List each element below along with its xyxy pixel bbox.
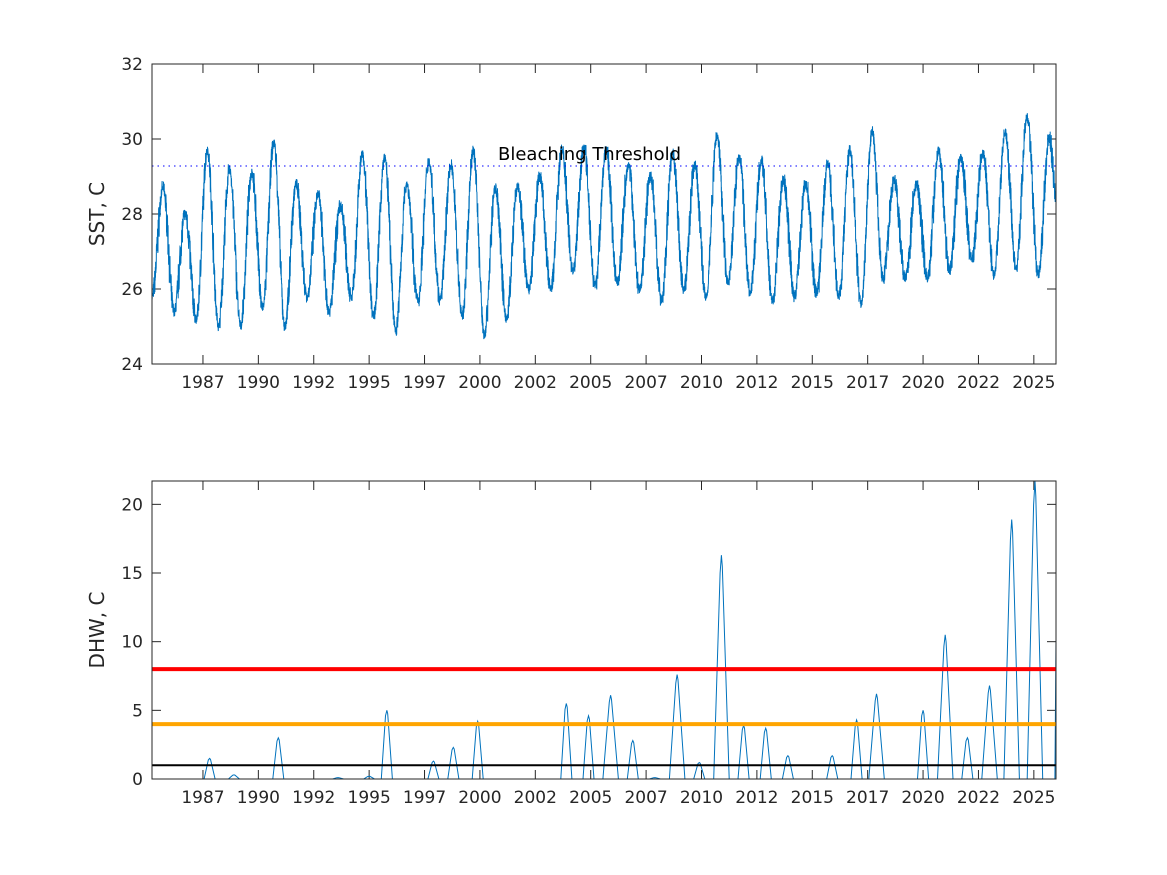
- x-tick-label: 1995: [348, 373, 391, 393]
- x-tick-label: 2022: [957, 373, 1000, 393]
- dhw-axes: 1987 1990 1992 1995 1997 2000 2002 2005 2007 2010…: [121, 480, 1057, 808]
- x-tick-label: 2010: [680, 373, 723, 393]
- y-tick-label: 10: [121, 633, 143, 653]
- bleaching-threshold-label: Bleaching Threshold: [498, 144, 681, 165]
- x-tick-label: 2010: [680, 788, 723, 808]
- x-tick-label: 2007: [624, 788, 667, 808]
- plot-area: [152, 481, 1056, 779]
- x-tick-label: 2015: [791, 373, 834, 393]
- x-tick-label: 2017: [846, 373, 889, 393]
- x-tick-label: 1987: [181, 373, 224, 393]
- x-tick-label: 1990: [237, 788, 280, 808]
- plot-area: [152, 64, 1056, 364]
- y-tick-label: 26: [121, 280, 143, 300]
- x-tick-label: 1987: [181, 788, 224, 808]
- x-tick-label: 2002: [514, 373, 557, 393]
- x-tick-label: 1997: [403, 373, 446, 393]
- sst-line: [151, 113, 1057, 340]
- x-tick-label: 1997: [403, 788, 446, 808]
- y-tick-label: 5: [132, 701, 143, 721]
- x-tick-label: 2025: [1012, 788, 1055, 808]
- axes-box: [151, 480, 1057, 780]
- sst-axes: 1987 1990 1992 1995 1997 2000 2002 2005 2007 2010…: [121, 55, 1057, 393]
- dhw-line: [152, 480, 1057, 780]
- y-tick-label: 28: [121, 205, 143, 225]
- x-tick-label: 2012: [735, 788, 778, 808]
- y-tick-label: 24: [121, 355, 143, 375]
- x-tick-label: 2002: [514, 788, 557, 808]
- x-tick-label: 1990: [237, 373, 280, 393]
- x-tick-label: 2022: [957, 788, 1000, 808]
- dhw-y-axis-label: DHW, C: [85, 592, 109, 669]
- x-tick-label: 2012: [735, 373, 778, 393]
- x-tick-label: 2005: [569, 373, 612, 393]
- y-tick-label: 30: [121, 130, 143, 150]
- x-tick-label: 2000: [458, 788, 501, 808]
- y-tick-label: 20: [121, 495, 143, 515]
- x-tick-label: 2020: [901, 373, 944, 393]
- y-tick-label: 15: [121, 564, 143, 584]
- x-tick-label: 2020: [901, 788, 944, 808]
- x-tick-label: 2015: [791, 788, 834, 808]
- x-tick-label: 1992: [292, 788, 335, 808]
- x-tick-label: 1995: [348, 788, 391, 808]
- y-tick-label: 0: [132, 770, 143, 790]
- x-tick-label: 2007: [624, 373, 667, 393]
- x-tick-label: 2017: [846, 788, 889, 808]
- x-tick-label: 2000: [458, 373, 501, 393]
- x-tick-label: 2025: [1012, 373, 1055, 393]
- x-tick-label: 2005: [569, 788, 612, 808]
- y-tick-label: 32: [121, 55, 143, 75]
- x-tick-label: 1992: [292, 373, 335, 393]
- axes-box: [151, 63, 1057, 365]
- sst-y-axis-label: SST, C: [85, 182, 109, 246]
